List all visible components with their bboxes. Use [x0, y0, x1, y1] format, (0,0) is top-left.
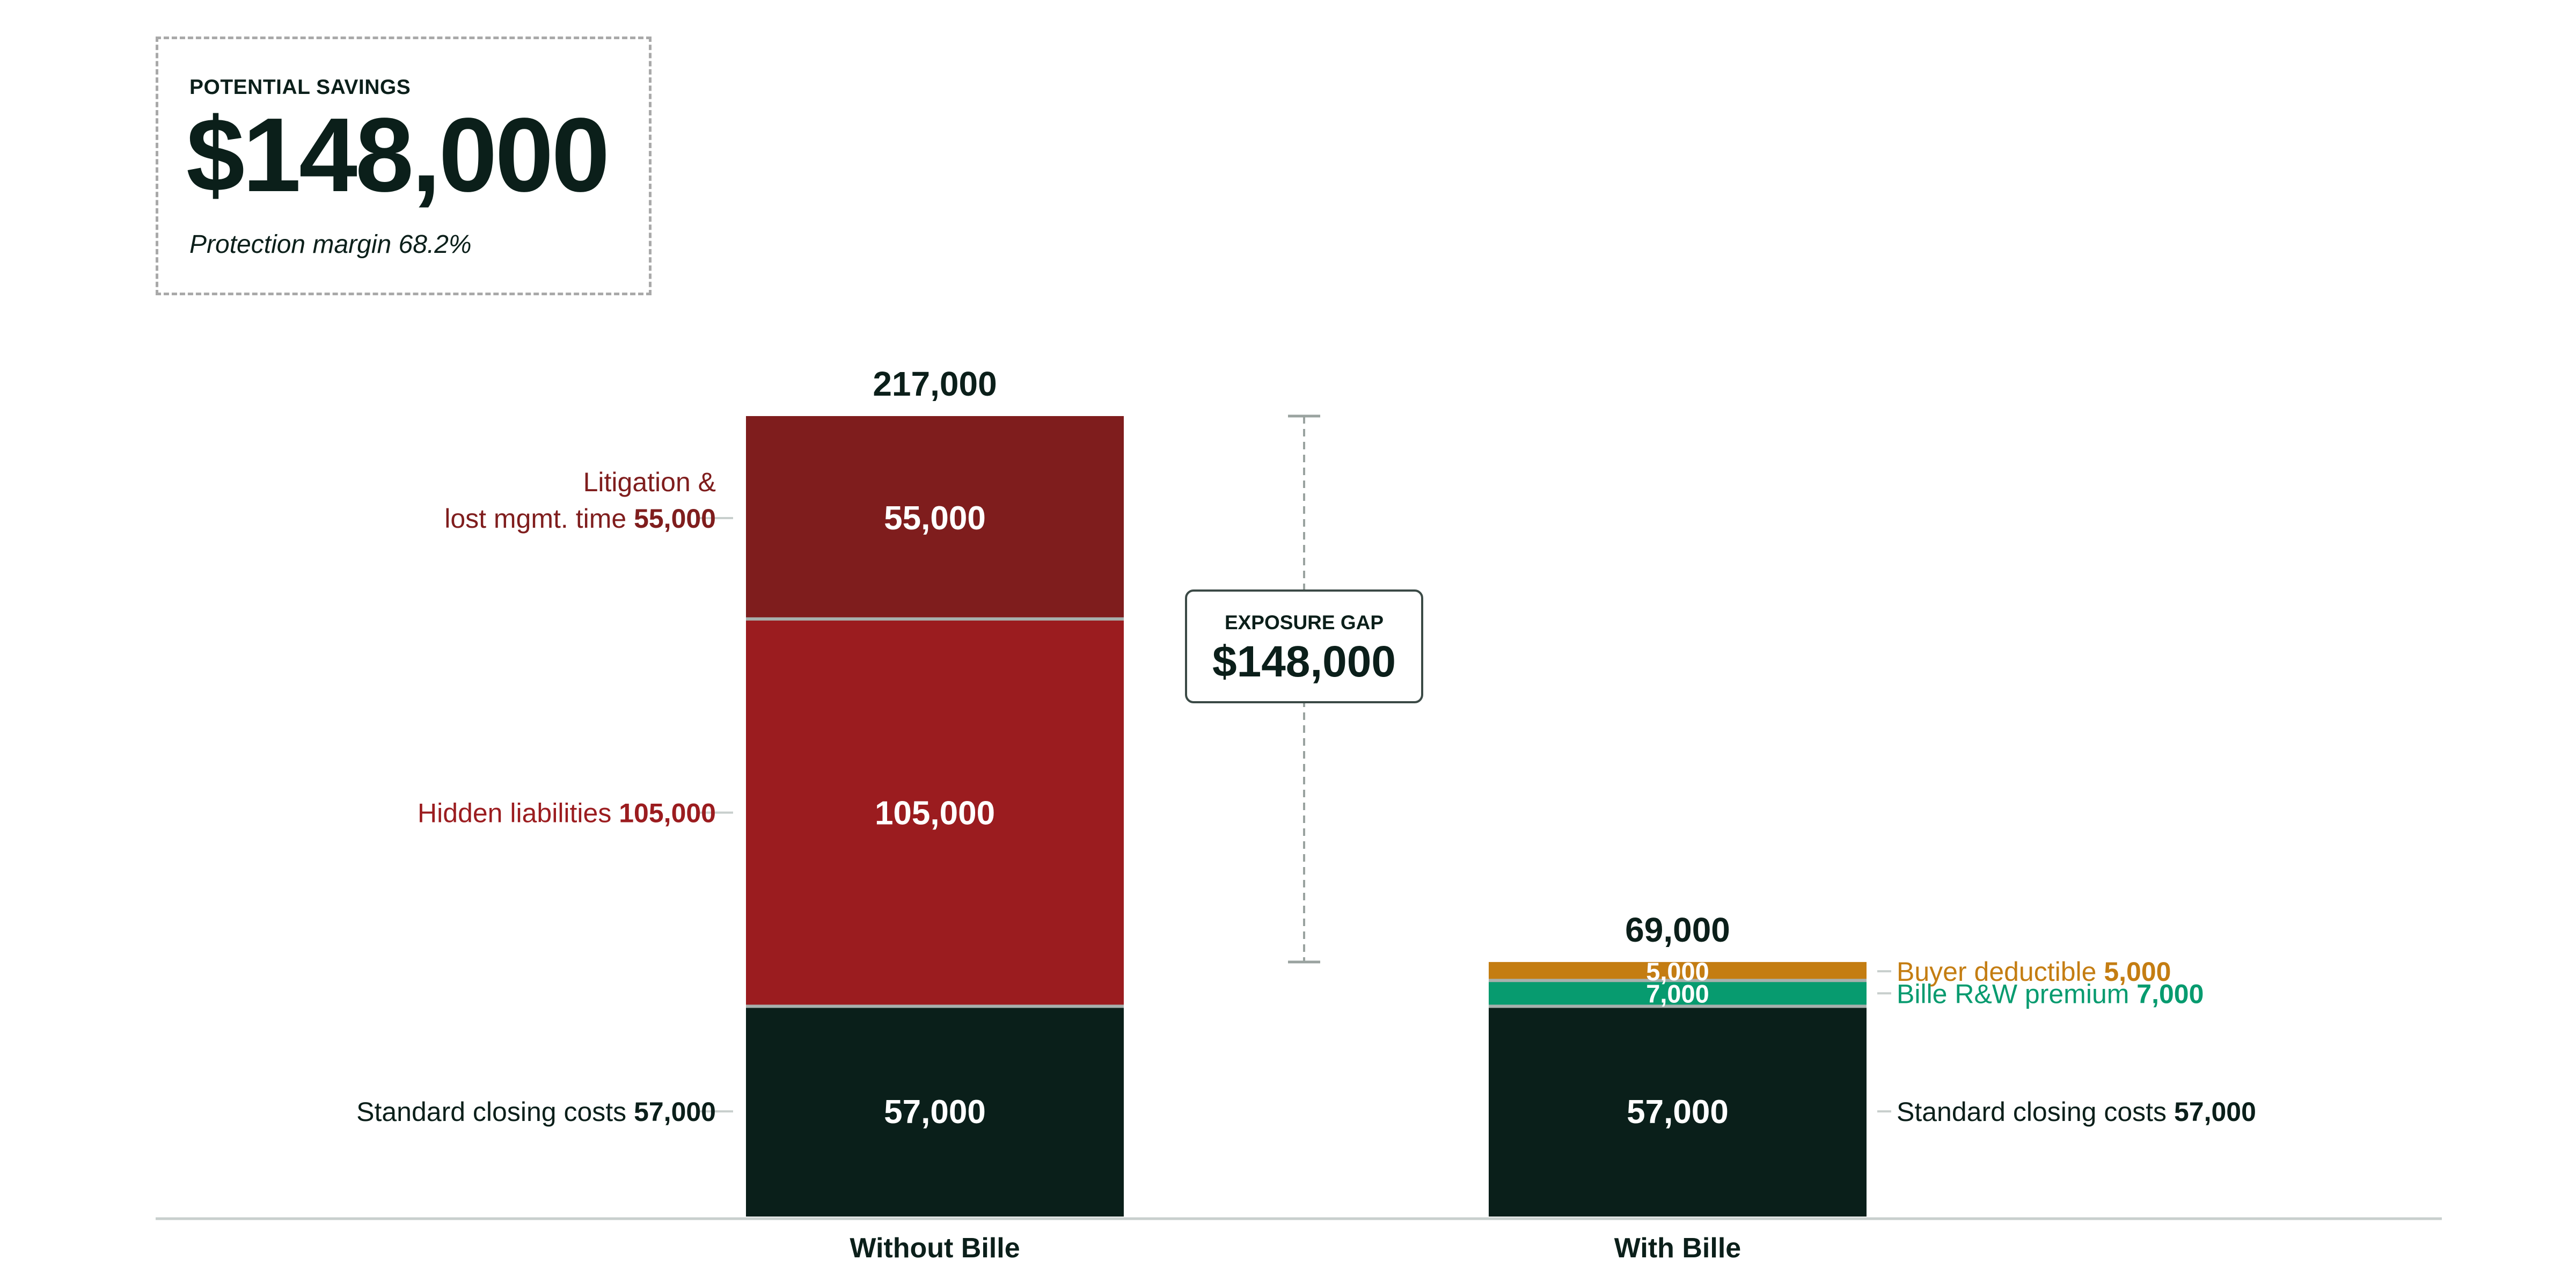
- protection-margin: Protection margin 68.2%: [189, 230, 472, 259]
- bar-segment-with-bille-bille-r-w-premium: [1489, 980, 1867, 1007]
- bar-value-label-without-bille-hidden-liabilities: 105,000: [875, 795, 995, 832]
- bar-value-label-with-bille-bille-r-w-premium: 7,000: [1646, 979, 1709, 1008]
- bar-value-label-without-bille-standard-closing-costs: 57,000: [884, 1094, 986, 1131]
- gap-callout-label: EXPOSURE GAP: [1225, 611, 1384, 633]
- bar-segment-without-bille-standard-closing-costs: [746, 1006, 1124, 1217]
- side-label-without-bille-litigation-lost-mgmt-time: lost mgmt. time 55,000: [444, 504, 716, 534]
- savings-card: POTENTIAL SAVINGS $148,000 Protection ma…: [156, 37, 652, 295]
- bar-segment-with-bille-standard-closing-costs: [1489, 1006, 1867, 1217]
- side-label-with-bille-bille-r-w-premium: Bille R&W premium 7,000: [1897, 979, 2204, 1009]
- side-label-line-without-bille-litigation-lost-mgmt-time: Litigation &: [583, 467, 716, 497]
- bar-value-label-with-bille-standard-closing-costs: 57,000: [1627, 1094, 1729, 1131]
- side-label-without-bille-standard-closing-costs: Standard closing costs 57,000: [356, 1097, 716, 1127]
- total-label-without-bille: 217,000: [873, 365, 997, 403]
- bar-value-label-without-bille-litigation-lost-mgmt-time: 55,000: [884, 500, 986, 537]
- savings-label: POTENTIAL SAVINGS: [189, 76, 411, 99]
- side-label-with-bille-buyer-deductible: Buyer deductible 5,000: [1897, 957, 2171, 987]
- gap-callout-box: [1185, 589, 1423, 703]
- bar-segment-without-bille-hidden-liabilities: [746, 618, 1124, 1007]
- category-label-without-bille: Without Bille: [850, 1233, 1020, 1264]
- category-label-with-bille: With Bille: [1614, 1233, 1741, 1264]
- side-label-with-bille-standard-closing-costs: Standard closing costs 57,000: [1897, 1097, 2256, 1127]
- side-label-without-bille-hidden-liabilities: Hidden liabilities 105,000: [418, 798, 716, 828]
- savings-value: $148,000: [186, 96, 610, 214]
- bar-segment-without-bille-litigation-lost-mgmt-time: [746, 416, 1124, 619]
- bar-segment-with-bille-buyer-deductible: [1489, 962, 1867, 981]
- bar-value-label-with-bille-buyer-deductible: 5,000: [1646, 957, 1709, 986]
- total-label-with-bille: 69,000: [1625, 911, 1730, 949]
- gap-callout-value: $148,000: [1212, 637, 1396, 686]
